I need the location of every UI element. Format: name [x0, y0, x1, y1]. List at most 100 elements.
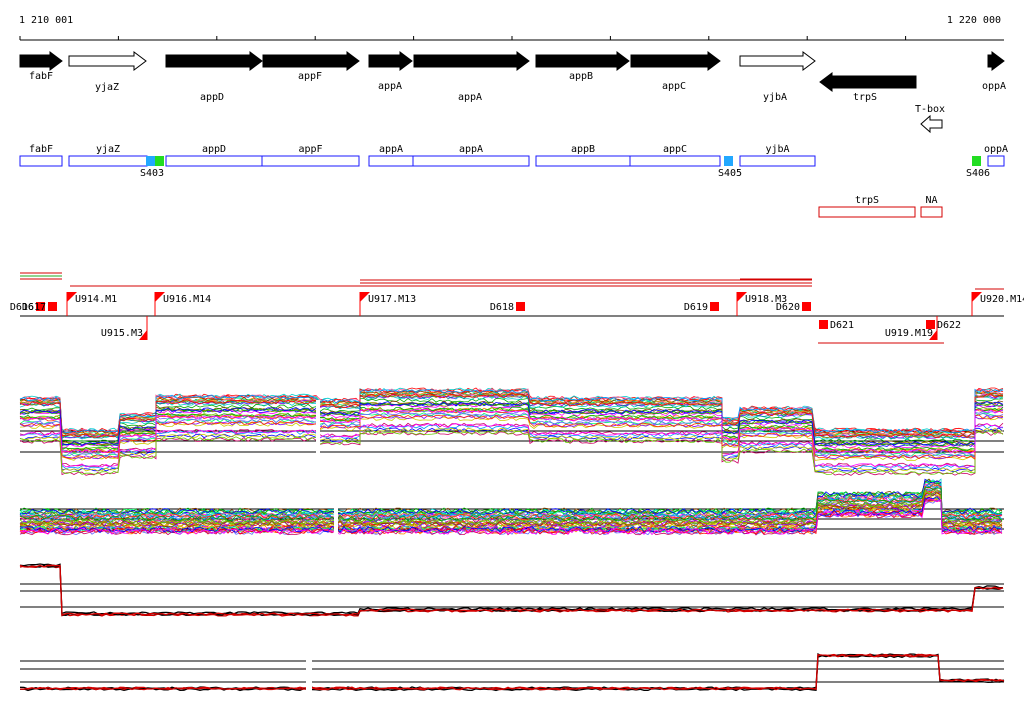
gene-arrow[interactable]: [739, 51, 816, 71]
gene-yjaz[interactable]: yjaZ: [68, 51, 147, 93]
gene-arrow[interactable]: [19, 51, 63, 71]
expression-profile-line: [19, 401, 1004, 447]
marker-square[interactable]: [802, 302, 811, 311]
gene-appa[interactable]: appA: [413, 51, 530, 103]
region-box[interactable]: [68, 155, 148, 167]
coord-end-label: 1 220 000: [947, 15, 1001, 26]
marker-square[interactable]: [926, 320, 935, 329]
gene-fabf[interactable]: fabF: [19, 51, 63, 82]
region-yjaz[interactable]: yjaZ: [68, 144, 148, 167]
marker-flag[interactable]: [972, 292, 982, 302]
region-box[interactable]: [535, 155, 631, 167]
gene-trps[interactable]: trpS: [819, 72, 917, 103]
expression-profile-line: [19, 654, 1005, 691]
marker-label: U919.M19: [885, 328, 933, 339]
region-label: appD: [202, 144, 226, 155]
marker-d618[interactable]: D618: [490, 302, 525, 313]
marker-d620[interactable]: D620: [776, 302, 811, 313]
region-appc[interactable]: appC: [629, 144, 721, 167]
marker-d622[interactable]: D622: [926, 320, 961, 331]
region-box[interactable]: [739, 155, 816, 167]
expression-profile-line: [19, 491, 1003, 528]
gene-arrow[interactable]: [630, 51, 721, 71]
region-appf[interactable]: appF: [261, 144, 360, 167]
panel-gap: [316, 400, 320, 460]
region-yjba[interactable]: yjbA: [739, 144, 816, 167]
gene-arrow[interactable]: [987, 51, 1005, 71]
red-region-trps[interactable]: trpS: [818, 195, 916, 218]
gene-oppa[interactable]: oppA: [982, 51, 1006, 92]
marker-u915-m3[interactable]: U915.M3: [101, 316, 148, 340]
marker-label: D618: [490, 302, 514, 313]
marker-square[interactable]: [516, 302, 525, 311]
region-fabf[interactable]: fabF: [19, 144, 63, 167]
marker-square[interactable]: [36, 302, 45, 311]
marker-u918-m3[interactable]: U918.M3: [736, 292, 787, 316]
site-label: S406: [966, 168, 990, 179]
expression-profile-line: [19, 393, 1004, 439]
marker-flag[interactable]: [155, 292, 165, 302]
gene-arrow[interactable]: [68, 51, 147, 71]
site-s403[interactable]: S403: [140, 156, 164, 179]
site-mark[interactable]: [724, 156, 733, 166]
region-appd[interactable]: appD: [165, 144, 263, 167]
region-box[interactable]: [261, 155, 360, 167]
gene-arrow[interactable]: [262, 51, 360, 71]
expression-profile-line: [19, 401, 1004, 446]
region-box[interactable]: [19, 155, 63, 167]
marker-flag[interactable]: [929, 330, 937, 340]
region-appb[interactable]: appB: [535, 144, 631, 167]
marker-flag[interactable]: [737, 292, 747, 302]
marker-u917-m13[interactable]: U917.M13: [359, 292, 416, 316]
red-region-na[interactable]: NA: [920, 195, 943, 218]
marker-u914-m1[interactable]: U914.M1: [66, 292, 117, 316]
gene-arrow[interactable]: [368, 51, 413, 71]
marker-label: U914.M1: [75, 294, 117, 305]
region-appa[interactable]: appA: [412, 144, 530, 167]
gene-arrow[interactable]: [535, 51, 630, 71]
gene-appf[interactable]: appF: [262, 51, 360, 82]
region-oppa[interactable]: oppA: [984, 144, 1008, 167]
marker-square[interactable]: [48, 302, 57, 311]
marker-u916-m14[interactable]: U916.M14: [154, 292, 211, 316]
site-mark[interactable]: [972, 156, 981, 166]
coord-start-label: 1 210 001: [19, 15, 73, 26]
marker-d616[interactable]: D616: [10, 302, 45, 313]
marker-flag[interactable]: [139, 330, 147, 340]
region-appa[interactable]: appA: [368, 144, 414, 167]
gene-label: yjaZ: [95, 82, 119, 93]
marker-d617[interactable]: D617: [22, 302, 57, 313]
gene-appb[interactable]: appB: [535, 51, 630, 82]
region-box[interactable]: [165, 155, 263, 167]
site-mark[interactable]: [155, 156, 164, 166]
gene-appc[interactable]: appC: [630, 51, 721, 92]
site-mark[interactable]: [146, 156, 155, 166]
marker-d621[interactable]: D621: [819, 320, 854, 331]
region-label: fabF: [29, 144, 53, 155]
tbox-arrow-icon[interactable]: [920, 114, 943, 134]
marker-square[interactable]: [710, 302, 719, 311]
gene-appa[interactable]: appA: [368, 51, 413, 92]
site-label: S403: [140, 168, 164, 179]
gene-arrow[interactable]: [165, 51, 263, 71]
marker-flag[interactable]: [67, 292, 77, 302]
red-region-box[interactable]: [920, 206, 943, 218]
site-s406[interactable]: S406: [966, 156, 990, 179]
red-region-label: trpS: [855, 195, 879, 206]
marker-square[interactable]: [819, 320, 828, 329]
region-box[interactable]: [987, 155, 1005, 167]
gene-arrow[interactable]: [819, 72, 917, 92]
marker-flag[interactable]: [360, 292, 370, 302]
marker-u920-m14[interactable]: U920.M14: [971, 292, 1024, 316]
region-box[interactable]: [629, 155, 721, 167]
gene-yjba[interactable]: yjbA: [739, 51, 816, 103]
region-box[interactable]: [368, 155, 414, 167]
marker-u919-m19[interactable]: U919.M19: [885, 316, 938, 340]
marker-d619[interactable]: D619: [684, 302, 719, 313]
site-s405[interactable]: S405: [718, 156, 742, 179]
red-region-box[interactable]: [818, 206, 916, 218]
region-label: appA: [459, 144, 483, 155]
gene-arrow[interactable]: [413, 51, 530, 71]
gene-appd[interactable]: appD: [165, 51, 263, 103]
region-box[interactable]: [412, 155, 530, 167]
